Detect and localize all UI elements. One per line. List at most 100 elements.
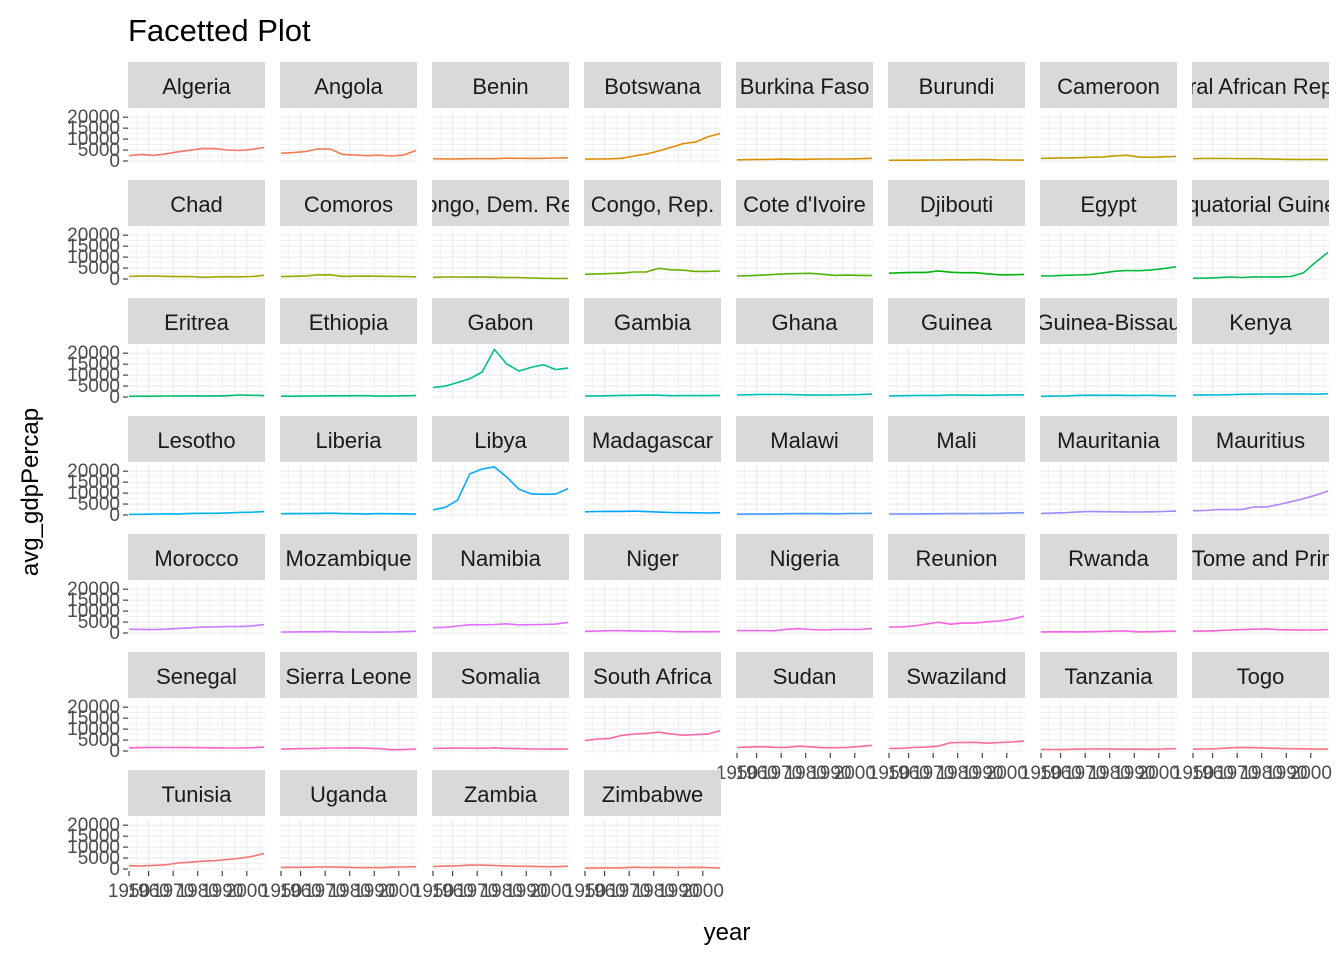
facet-strip	[432, 534, 569, 580]
facet-panel: Burundi	[888, 62, 1025, 163]
x-tick-label: 1950	[1020, 763, 1062, 784]
x-tick-label: 1970	[1216, 763, 1258, 784]
y-tick-label: 0	[109, 505, 120, 526]
series-line	[432, 621, 569, 629]
facet-strip-label: Senegal	[156, 664, 237, 689]
x-tick-label: 1950	[1172, 763, 1214, 784]
y-tick-label: 5000	[78, 494, 120, 515]
series-line	[1040, 747, 1177, 751]
series-line	[1192, 746, 1328, 750]
series-line	[1192, 490, 1329, 512]
x-tick-label: 1980	[329, 881, 371, 902]
y-tick-label: 5000	[78, 258, 120, 279]
facet-panel: Sierra Leone	[280, 652, 417, 753]
facet-panel: Kenya	[1192, 298, 1329, 399]
facet-strip-label: Burkina Faso	[740, 74, 870, 99]
y-tick-label: 10000	[67, 837, 120, 858]
series-line	[432, 276, 569, 280]
facet-strip	[280, 534, 417, 580]
x-tick-label: 1950	[564, 881, 606, 902]
series-line	[736, 272, 873, 277]
facet-strip	[128, 298, 265, 344]
facet-strip-label: Zimbabwe	[602, 782, 703, 807]
facet-panel: Nigeria	[736, 534, 873, 635]
facet-panel: Niger	[584, 534, 721, 635]
x-tick-label: 2000	[834, 763, 876, 784]
facet-strip	[1192, 416, 1329, 462]
y-tick-label: 20000	[67, 343, 120, 364]
y-tick-label: 0	[109, 269, 120, 290]
y-tick-label: 10000	[67, 719, 120, 740]
facet-strip-label: Reunion	[916, 546, 998, 571]
facet-strip-label: Mali	[936, 428, 976, 453]
facet-strip	[736, 298, 873, 344]
series-line	[432, 864, 569, 868]
x-tick-label: 1990	[1265, 763, 1307, 784]
facet-strip-label: Madagascar	[592, 428, 713, 453]
facet-panel: Botswana	[584, 62, 721, 163]
x-tick-label: 1970	[456, 881, 498, 902]
x-tick-label: 2000	[986, 763, 1028, 784]
series-line	[736, 157, 873, 161]
facet-strip-label: Central African Republic	[1142, 74, 1344, 99]
y-tick-label: 0	[109, 859, 120, 880]
series-line	[888, 270, 1025, 276]
facet-strip	[432, 180, 569, 226]
x-tick-label: 2000	[1138, 763, 1180, 784]
x-tick-label: 1960	[431, 881, 473, 902]
y-tick-label: 10000	[67, 129, 120, 150]
y-tick-label: 5000	[78, 140, 120, 161]
x-tick-label: 1970	[760, 763, 802, 784]
x-tick-label: 1980	[177, 881, 219, 902]
series-line	[432, 466, 569, 511]
facet-strip	[736, 534, 873, 580]
facet-panel: Madagascar	[584, 416, 721, 517]
x-tick-label: 1960	[127, 881, 169, 902]
series-line	[584, 510, 721, 514]
facet-strip-label: Tanzania	[1064, 664, 1153, 689]
facet-strip	[432, 770, 569, 816]
x-tick-label: 1950	[868, 763, 910, 784]
facet-strip-label: Malawi	[770, 428, 838, 453]
facet-panel: Burkina Faso	[736, 62, 873, 163]
facet-strip	[1040, 534, 1177, 580]
x-tick-label: 2000	[378, 881, 420, 902]
facet-strip	[432, 416, 569, 462]
facet-strip	[584, 534, 721, 580]
facet-panel: Liberia	[280, 416, 417, 517]
x-tick-label: 2000	[530, 881, 572, 902]
series-line	[1040, 154, 1177, 160]
facet-panel: Namibia	[432, 534, 569, 635]
y-tick-label: 0	[109, 387, 120, 408]
facet-strip	[584, 62, 721, 108]
y-tick-label: 20000	[67, 225, 120, 246]
y-tick-label: 0	[109, 151, 120, 172]
facet-strip-label: Congo, Dem. Rep.	[409, 192, 591, 217]
x-tick-label: 1960	[735, 763, 777, 784]
x-tick-label: 1960	[1039, 763, 1081, 784]
facet-strip-label: Nigeria	[770, 546, 840, 571]
x-tick-label: 1980	[1241, 763, 1283, 784]
facet-strip-label: Botswana	[604, 74, 701, 99]
facet-panel: Congo, Dem. Rep.	[409, 180, 591, 281]
x-tick-label: 2000	[226, 881, 268, 902]
facet-strip	[888, 180, 1025, 226]
facet-strip	[280, 652, 417, 698]
series-line	[1040, 510, 1177, 515]
facet-strip-label: Angola	[314, 74, 383, 99]
facet-strip-label: Cote d'Ivoire	[743, 192, 866, 217]
facet-strip-label: Tunisia	[161, 782, 232, 807]
facet-strip-label: Lesotho	[157, 428, 235, 453]
facet-panel: Mauritius	[1192, 416, 1329, 517]
facet-strip-label: Gambia	[614, 310, 692, 335]
y-tick-label: 20000	[67, 579, 120, 600]
series-line	[1040, 394, 1176, 398]
series-line	[737, 627, 873, 632]
series-line	[128, 146, 265, 157]
series-line	[128, 274, 265, 279]
